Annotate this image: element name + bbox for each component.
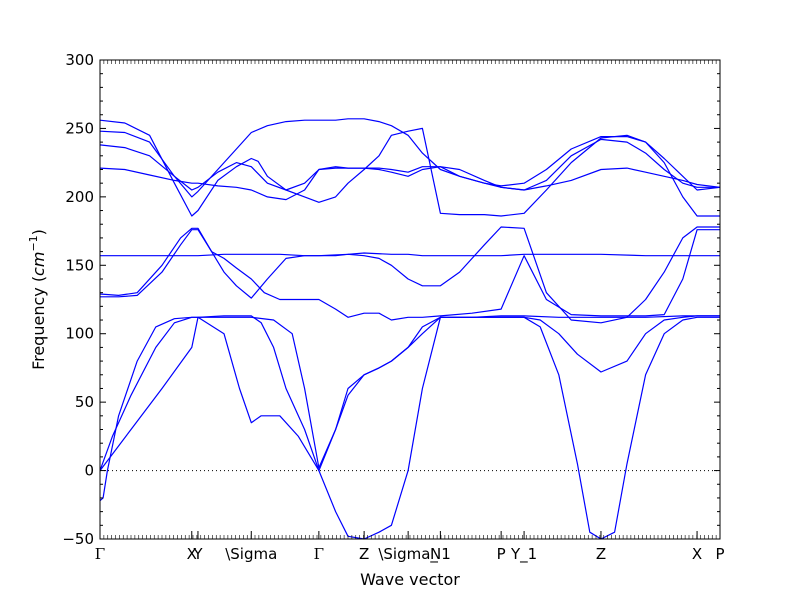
x-tick-label: P: [715, 545, 724, 563]
x-tick-label: X: [692, 545, 702, 563]
y-tick-label: 50: [75, 393, 94, 411]
y-tick-label: 100: [65, 325, 94, 343]
y-tick-label: 250: [65, 119, 94, 137]
x-tick-label: X: [187, 545, 197, 563]
y-tick-label: 150: [65, 256, 94, 274]
y-axis-label: Frequency (cm−1): [27, 229, 48, 370]
y-axis-label-exponent: −1: [27, 235, 40, 251]
y-axis-label-prefix: Frequency (: [29, 276, 48, 370]
x-tick-label: Z: [596, 545, 606, 563]
y-tick-label: −50: [62, 530, 94, 548]
x-tick-label: \Sigma_: [378, 545, 438, 564]
x-tick-label: \Sigma: [225, 545, 277, 563]
x-tick-label: P: [497, 545, 506, 563]
x-ticks: Γ XY \Sigma Γ Z \Sigma_N1 P Y_1 Z X P: [95, 60, 725, 564]
y-axis-label-unit: cm: [29, 252, 48, 276]
y-axis-label-suffix: ): [29, 229, 48, 235]
band-line-5: [100, 252, 720, 257]
x-tick-label: Y: [192, 545, 203, 563]
x-tick-label: N1: [430, 545, 451, 563]
x-tick-label: Y_1: [510, 545, 537, 564]
band-line-4: [100, 229, 720, 321]
band-line-2: [99, 315, 720, 472]
x-tick-label: Z: [359, 545, 369, 563]
x-axis-label: Wave vector: [360, 570, 460, 589]
x-tick-label: Γ: [95, 545, 105, 563]
y-tick-label: 200: [65, 188, 94, 206]
x-tick-label: Γ: [314, 545, 324, 563]
band-line-9: [99, 166, 721, 201]
y-tick-label: 0: [84, 462, 94, 480]
band-line-8: [99, 138, 720, 191]
y-tick-label: 300: [65, 51, 94, 69]
y-ticks: −50 0 50 100 150 200 250 300: [62, 51, 720, 548]
band-line-3: [99, 226, 720, 324]
